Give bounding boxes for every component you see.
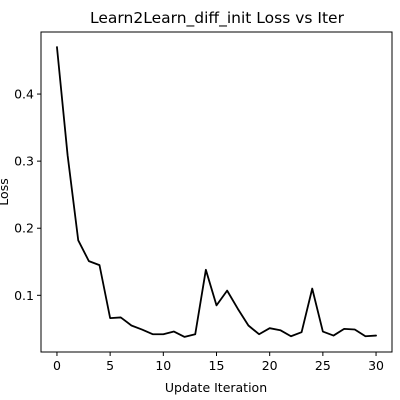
x-tick-label: 20 <box>262 358 278 373</box>
x-tick-label: 5 <box>106 358 114 373</box>
y-tick-label: 0.3 <box>14 154 34 169</box>
loss-series-line <box>56 46 377 338</box>
x-tick-label: 30 <box>368 358 384 373</box>
y-tick-label: 0.4 <box>14 87 34 102</box>
y-tick-label: 0.1 <box>14 288 34 303</box>
x-tick-label: 25 <box>315 358 331 373</box>
x-tick-label: 0 <box>53 358 61 373</box>
y-tick-label: 0.2 <box>14 221 34 236</box>
plot-frame <box>40 31 393 353</box>
y-axis-label: Loss <box>0 178 11 205</box>
chart-title: Learn2Learn_diff_init Loss vs Iter <box>90 9 345 28</box>
x-axis: 0 5 10 15 20 25 30 <box>53 352 384 373</box>
x-axis-label: Update Iteration <box>165 380 267 395</box>
x-tick-label: 15 <box>209 358 225 373</box>
y-axis: 0.1 0.2 0.3 0.4 <box>14 87 41 303</box>
x-tick-label: 10 <box>155 358 171 373</box>
